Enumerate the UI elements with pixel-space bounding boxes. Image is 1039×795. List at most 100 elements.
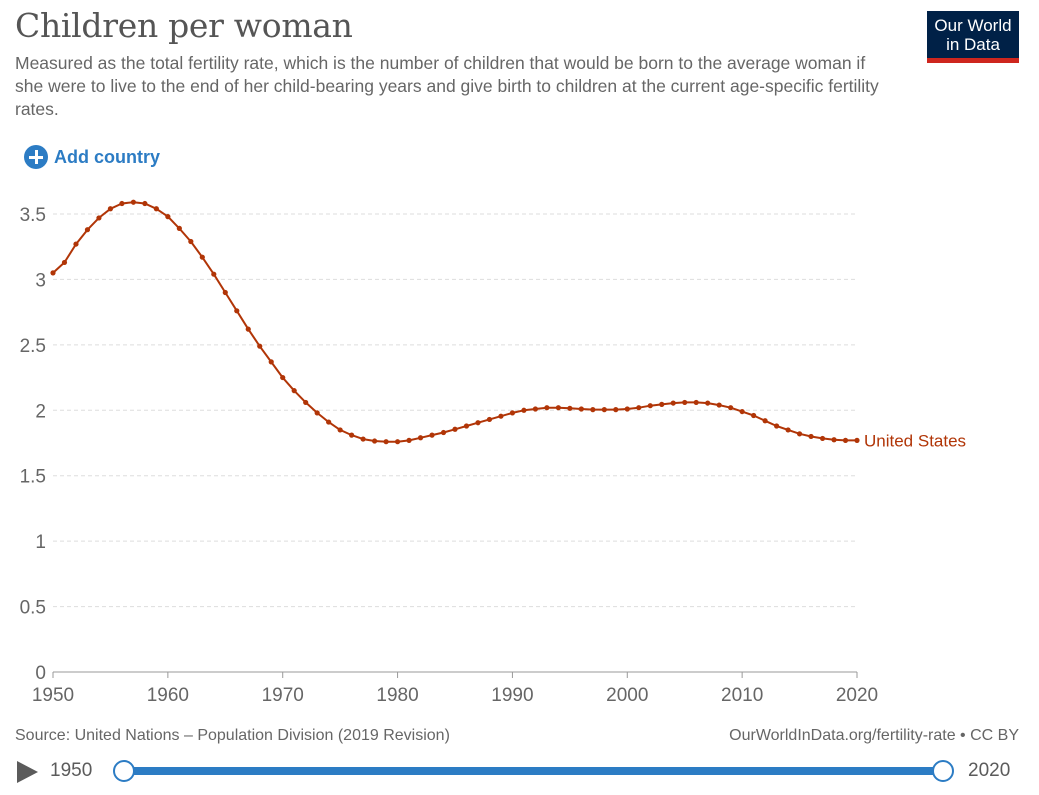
data-point (176, 225, 182, 231)
owid-logo[interactable]: Our World in Data (927, 11, 1019, 63)
grid-lines (53, 213, 857, 608)
data-point (716, 402, 722, 408)
y-tick-label: 3.5 (20, 205, 46, 226)
series-label: United States (864, 431, 966, 450)
data-point (831, 437, 837, 443)
data-point (153, 206, 159, 212)
data-point (211, 271, 217, 277)
data-point (521, 407, 527, 413)
logo-line-2: in Data (946, 35, 1000, 54)
data-point (394, 439, 401, 445)
y-axis-ticks: 0 0.5 1 1.5 2 2.5 3 3.5 (20, 205, 46, 684)
y-tick-label: 1 (35, 532, 46, 553)
x-tick-label: 2010 (721, 685, 763, 706)
data-point (785, 427, 791, 433)
series-line (52, 201, 857, 443)
add-country-label: Add country (54, 146, 160, 167)
data-point (463, 423, 470, 429)
x-tick-label: 1980 (376, 685, 418, 706)
data-point (498, 413, 504, 419)
data-point (739, 408, 745, 415)
data-point (188, 238, 194, 245)
data-point (165, 214, 171, 220)
data-point (555, 405, 561, 411)
data-point (728, 405, 734, 411)
logo-red-bar (927, 58, 1019, 63)
y-tick-label: 0.5 (20, 598, 46, 619)
data-point (636, 405, 642, 411)
x-tick-label: 1950 (32, 685, 74, 706)
data-point (659, 401, 665, 407)
data-point (567, 405, 573, 411)
y-tick-label: 2 (35, 401, 46, 422)
line-chart: 0 0.5 1 1.5 2 2.5 3 3.5 1950 1960 1970 1980 1990 200… (20, 199, 966, 706)
data-point (624, 406, 630, 412)
data-point (670, 400, 676, 406)
chart-title: Children per woman (15, 6, 353, 45)
data-point (854, 437, 860, 443)
data-point (107, 206, 114, 212)
data-point (417, 435, 424, 441)
timeline-start-handle[interactable] (113, 760, 135, 782)
data-point (601, 407, 607, 413)
add-country-button[interactable]: Add country (24, 145, 160, 169)
data-point (360, 436, 366, 442)
logo-line-1: Our World (934, 16, 1012, 35)
x-tick-label: 1990 (491, 685, 533, 706)
y-tick-label: 1.5 (20, 467, 46, 488)
data-point (96, 215, 102, 221)
source-note: Source: United Nations – Population Divi… (15, 727, 450, 744)
x-tick-label: 2020 (836, 685, 878, 706)
data-point (705, 400, 711, 406)
y-tick-label: 0 (35, 663, 46, 684)
timeline-end-label: 2020 (968, 760, 1011, 781)
data-point (349, 432, 355, 438)
data-point (429, 432, 435, 438)
play-button[interactable] (17, 761, 38, 783)
license-link[interactable]: OurWorldInData.org/fertility-rate • CC B… (729, 727, 1019, 744)
data-point (280, 374, 286, 381)
data-point (50, 270, 56, 276)
data-point (693, 399, 699, 406)
data-point (475, 420, 481, 426)
data-point (257, 343, 263, 349)
y-tick-label: 3 (35, 270, 46, 291)
data-point (268, 359, 274, 365)
data-point (819, 435, 826, 442)
data-point (142, 200, 148, 207)
data-point (509, 410, 516, 416)
data-point (613, 407, 619, 413)
plus-circle-icon (24, 145, 48, 169)
data-point (119, 200, 125, 207)
data-point (130, 199, 136, 205)
data-point (73, 241, 79, 247)
data-point (303, 399, 309, 406)
timeline-end-handle[interactable] (932, 760, 954, 782)
data-point (383, 439, 389, 445)
data-point (452, 426, 458, 432)
data-point (544, 405, 550, 411)
data-point (245, 326, 251, 332)
data-point (682, 399, 688, 406)
data-point (808, 433, 814, 440)
x-tick-label: 1970 (262, 685, 304, 706)
timeline-track[interactable] (124, 767, 943, 775)
data-point (647, 403, 653, 409)
data-point (222, 289, 228, 296)
series-group: United States (50, 199, 966, 450)
data-point (199, 254, 205, 260)
chart-subtitle: Measured as the total fertility rate, wh… (15, 53, 879, 119)
data-point (590, 407, 596, 413)
data-point (326, 419, 332, 425)
data-point (842, 437, 849, 443)
data-point (774, 423, 780, 429)
data-point (406, 437, 412, 443)
data-point (578, 406, 584, 412)
data-point (234, 308, 240, 314)
data-point (291, 388, 297, 394)
data-point (762, 418, 768, 424)
data-point (796, 431, 803, 437)
x-tick-label: 1960 (147, 685, 189, 706)
data-point (751, 412, 757, 419)
data-point (532, 406, 539, 412)
